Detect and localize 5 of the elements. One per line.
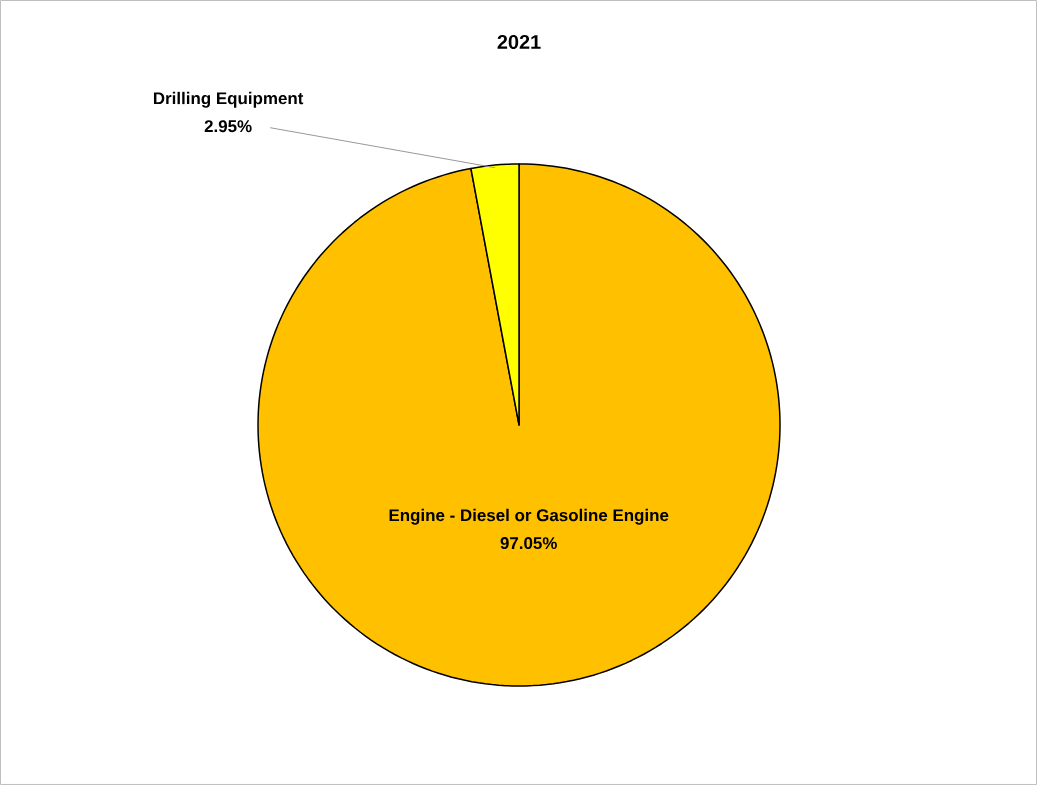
slice-label: Engine - Diesel or Gasoline Engine	[389, 508, 669, 525]
data-label: 2.95%	[204, 120, 252, 133]
data-label: 97.05%	[500, 537, 557, 550]
chart-title: 2021	[497, 34, 541, 50]
slice-label: Drilling Equipment	[153, 91, 304, 108]
